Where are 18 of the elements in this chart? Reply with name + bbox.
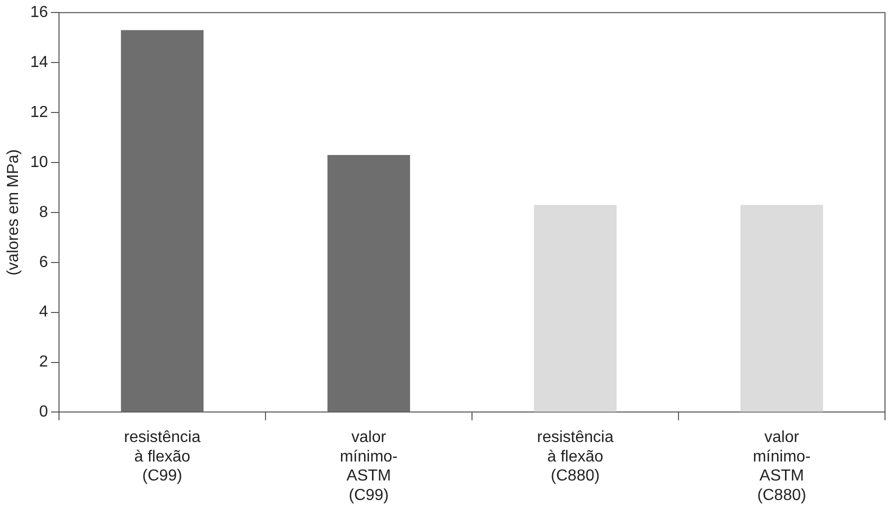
y-axis-title: (valores em MPa) [5,149,22,276]
y-tick-label: 14 [30,54,48,71]
bar [120,30,204,412]
x-tick-label: valor mínimo- ASTM (C880) [752,429,811,504]
y-tick-label: 2 [39,354,48,371]
x-tick-label: resistência à flexão (C99) [124,429,201,485]
y-tick-label: 0 [39,404,48,421]
y-tick-label: 8 [39,204,48,221]
x-tick-label: valor mínimo- ASTM (C99) [340,429,398,504]
bar [534,204,617,412]
y-tick-label: 10 [30,154,48,171]
bar [327,154,410,412]
y-tick-label: 12 [30,104,48,121]
y-tick-label: 16 [30,4,48,22]
y-tick-label: 6 [39,254,48,271]
x-tick-label: resistência à flexão (C880) [537,429,614,485]
y-tick-label: 4 [39,304,48,321]
bar [740,204,824,412]
